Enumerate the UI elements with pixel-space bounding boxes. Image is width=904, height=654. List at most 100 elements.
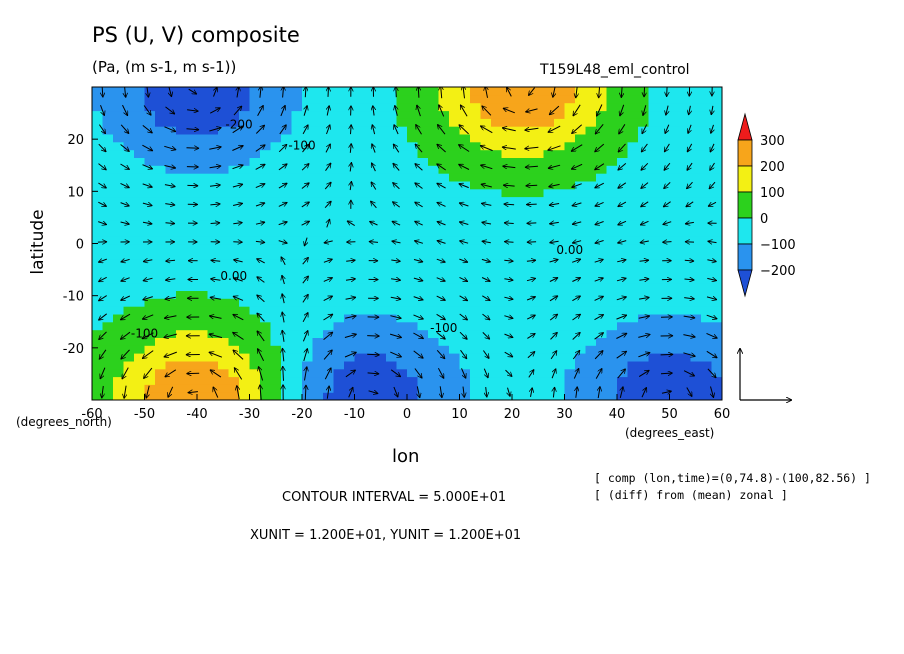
wind-vector [549, 204, 560, 206]
wind-vector [686, 201, 694, 207]
wind-vector [526, 185, 538, 186]
wind-vector [165, 106, 175, 114]
wind-vector [280, 257, 286, 266]
wind-vector [233, 242, 242, 243]
wind-vector [121, 349, 130, 359]
wind-vector [525, 166, 538, 167]
wind-vector [233, 106, 242, 116]
wind-vector [210, 279, 221, 280]
wind-vector [232, 203, 243, 205]
wind-vector [120, 313, 131, 321]
wind-vector [98, 295, 107, 301]
wind-vector [638, 352, 650, 358]
wind-vector [233, 260, 243, 262]
wind-vector [461, 368, 466, 378]
wind-vector [641, 182, 649, 189]
wind-vector [164, 126, 177, 132]
wind-vector [618, 163, 627, 170]
wind-vector [392, 221, 401, 225]
wind-vector [618, 201, 627, 208]
wind-vector [551, 369, 556, 379]
wind-vector [98, 182, 106, 188]
wind-vector [437, 202, 446, 207]
chart-subtitle: (Pa, (m s-1, m s-1)) [92, 58, 237, 76]
wind-vector [548, 165, 561, 168]
wind-vector [391, 279, 401, 281]
wind-vector [237, 385, 240, 400]
wind-vector [548, 145, 561, 151]
wind-vector [372, 144, 375, 153]
wind-vector [481, 259, 491, 262]
wind-vector [120, 295, 131, 301]
wind-vector [485, 87, 487, 98]
wind-vector [305, 366, 307, 381]
wind-vector [572, 241, 582, 243]
wind-vector [347, 221, 355, 227]
wind-vector [345, 279, 356, 281]
wind-vector [391, 260, 400, 261]
wind-vector [662, 242, 672, 243]
wind-vector [301, 220, 310, 226]
wind-vector [120, 124, 129, 134]
wind-vector [482, 295, 490, 301]
wind-vector [415, 201, 423, 208]
wind-vector [663, 222, 672, 225]
wind-vector [709, 181, 716, 189]
wind-vector [327, 105, 329, 116]
wind-vector [483, 368, 488, 378]
wind-vector [143, 260, 153, 262]
wind-vector [502, 166, 516, 168]
wind-vector [390, 316, 401, 319]
chart-title: PS (U, V) composite [92, 23, 300, 47]
wind-vector [436, 332, 446, 339]
wind-vector [278, 202, 288, 207]
wind-vector [209, 352, 223, 358]
wind-vector [348, 387, 353, 398]
x-axis-title: lon [392, 446, 420, 467]
wind-vector [100, 367, 106, 379]
wind-vector [660, 354, 674, 355]
wind-vector [572, 295, 580, 302]
x-axis: -60 -50 -40 -30 -20 -10 0 10 20 30 40 50 60 [81, 394, 730, 422]
wind-vector [708, 201, 717, 207]
wind-vector [323, 314, 334, 321]
wind-vector [257, 331, 265, 342]
wind-vector [344, 334, 357, 338]
wind-vector [256, 258, 265, 264]
wind-vector [255, 125, 264, 134]
wind-vector [142, 314, 154, 320]
contour-label: 0.00 [556, 243, 583, 257]
wind-vector [549, 296, 558, 302]
vector-units: XUNIT = 1.200E+01, YUNIT = 1.200E+01 [250, 528, 522, 543]
wind-vector [594, 278, 604, 281]
wind-vector [641, 162, 649, 170]
wind-vector [528, 87, 535, 96]
wind-vector [685, 222, 694, 224]
contour-label: -200 [225, 118, 252, 132]
wind-vector [188, 392, 198, 393]
wind-vector [283, 366, 284, 381]
colorbar-label: −100 [760, 238, 796, 253]
wind-vector [437, 144, 446, 153]
wind-vector [210, 297, 221, 299]
wind-vector [209, 128, 221, 132]
wind-vector [142, 332, 154, 340]
wind-vector [621, 87, 622, 98]
wind-vector [618, 221, 627, 225]
wind-vector [413, 278, 423, 281]
wind-vector [209, 185, 221, 186]
wind-vector [437, 241, 446, 244]
wind-vector [169, 87, 172, 97]
wind-vector [165, 297, 176, 299]
wind-vector [367, 373, 380, 374]
wind-vector [571, 163, 583, 169]
wind-vector [124, 385, 126, 399]
wind-vector [440, 386, 442, 398]
wind-vector [186, 129, 200, 130]
wind-vector [594, 313, 604, 321]
wind-vector [165, 279, 176, 280]
wind-vector [684, 260, 694, 261]
wind-vector [508, 387, 511, 397]
x-tick-label: 50 [661, 407, 678, 422]
wind-vector [142, 184, 153, 187]
